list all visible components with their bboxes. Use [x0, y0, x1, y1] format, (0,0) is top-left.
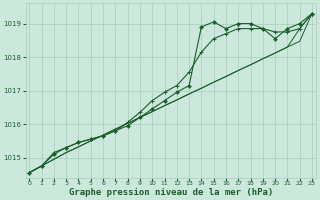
- X-axis label: Graphe pression niveau de la mer (hPa): Graphe pression niveau de la mer (hPa): [68, 188, 273, 197]
